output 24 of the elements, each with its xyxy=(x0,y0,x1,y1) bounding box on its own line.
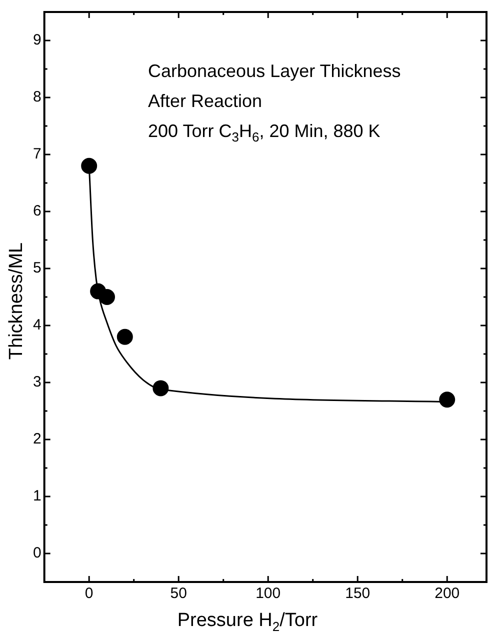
x-axis-title: Pressure H$_{2}$/Torr xyxy=(176,610,319,634)
x-tick-label: 200 xyxy=(434,585,460,602)
y-tick-label: 5 xyxy=(33,260,42,277)
y-tick-label: 4 xyxy=(33,316,42,334)
y-tick-label: 6 xyxy=(33,202,42,220)
x-tick-label: 100 xyxy=(256,585,281,602)
x-tick-label: 0 xyxy=(84,585,94,602)
annotation: After Reaction xyxy=(148,90,264,113)
annotation: 200 Torr C$_{3}$H$_{6}$, 20 Min, 880 K xyxy=(148,120,382,147)
y-tick-label: 9 xyxy=(33,32,42,49)
y-tick-label: 2 xyxy=(33,430,42,448)
x-tick-label: 150 xyxy=(345,585,370,602)
y-tick-label: 0 xyxy=(33,544,42,562)
y-axis-title: Thickness/ML xyxy=(6,241,28,362)
y-tick-label: 1 xyxy=(33,488,42,505)
point xyxy=(81,158,98,174)
y-tick-label: 3 xyxy=(33,374,42,391)
point xyxy=(439,392,456,408)
y-tick-label: 8 xyxy=(33,88,42,106)
x-tick-label: 50 xyxy=(170,585,187,602)
y-tick-label: 7 xyxy=(33,146,42,163)
point xyxy=(116,328,133,345)
point xyxy=(98,289,115,305)
annotation: Carbonaceous Layer Thickness xyxy=(148,60,401,83)
